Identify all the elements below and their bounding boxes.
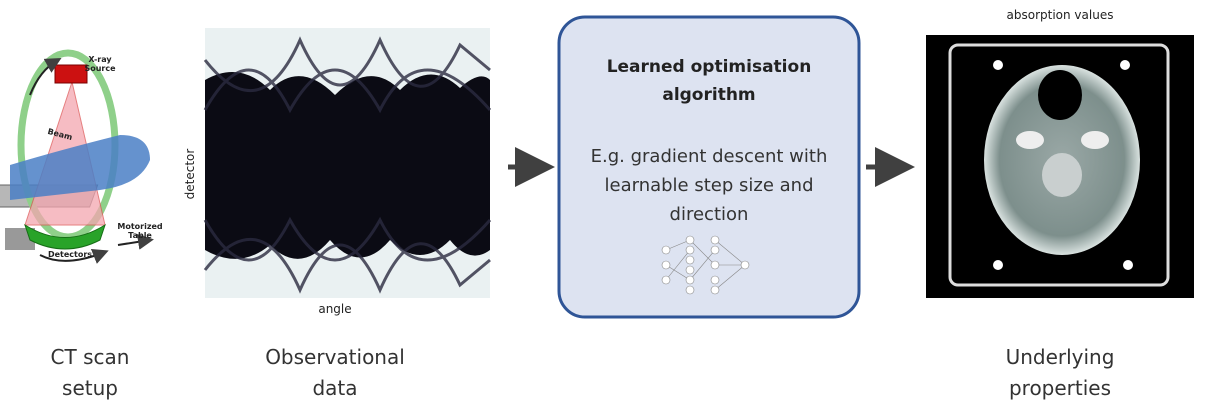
image-label: absorption values: [990, 8, 1130, 22]
sinogram-image: [205, 28, 490, 298]
caption: Underlying properties: [990, 342, 1130, 404]
ct-image: [926, 35, 1194, 298]
algorithm-description: E.g. gradient descent with learnable ste…: [570, 142, 848, 229]
axis-label: angle: [295, 302, 375, 316]
label: Motorized Table: [115, 222, 165, 240]
caption: Observational data: [255, 342, 415, 404]
label: X-ray Source: [80, 55, 120, 73]
algorithm-title: Learned optimisation algorithm: [580, 53, 838, 109]
label: Detectors: [40, 250, 100, 259]
axis-label: detector: [183, 134, 197, 214]
caption: CT scan setup: [30, 342, 150, 404]
page: X-ray Source Beam Motorized Table Detect…: [0, 0, 1209, 406]
